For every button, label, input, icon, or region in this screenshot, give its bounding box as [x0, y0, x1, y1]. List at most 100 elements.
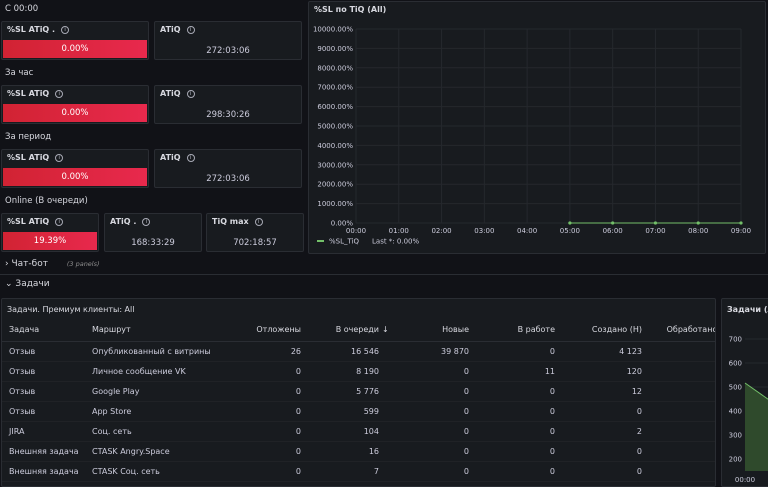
- column-header-processed[interactable]: Обработано (: [647, 319, 715, 342]
- postponed-cell: 26: [232, 341, 306, 362]
- route-cell: Личное сообщение VK: [85, 361, 232, 382]
- processed-cell: [647, 401, 715, 422]
- route-cell: CTASK Соц. сеть: [85, 461, 232, 482]
- processed-cell: [647, 341, 715, 362]
- table-row[interactable]: JIRA Соц. сеть 0 104 0 0 2: [2, 421, 715, 442]
- atiq-title: ATiQ: [160, 89, 181, 98]
- chatbot-row-title: Чат-бот: [11, 259, 48, 269]
- sl-panel-period[interactable]: %SL ATiQ i 0.00%: [1, 149, 149, 188]
- chatbot-panel-count: (3 panels): [66, 260, 100, 268]
- section-title-hour: За час: [5, 68, 34, 78]
- new-cell: 0: [390, 401, 474, 422]
- x-tick-label: 03:00: [474, 227, 494, 235]
- x-tick-label: 07:00: [645, 227, 665, 235]
- sl-value: 0.00%: [3, 104, 147, 122]
- y-tick-label: 400: [729, 408, 742, 416]
- y-tick-label: 300: [729, 432, 742, 440]
- atiq-value: 168:33:29: [131, 238, 175, 248]
- created-cell: 2: [560, 421, 647, 442]
- sl-tiq-chart-panel[interactable]: %SL по TiQ (All) 0.00% 1000.00% 2000.00% 30…: [308, 1, 766, 254]
- y-tick-label: 700: [729, 336, 742, 344]
- chevron-down-icon: ⌄: [5, 279, 13, 289]
- info-icon[interactable]: i: [55, 153, 64, 162]
- task-cell: Внешняя задача: [2, 441, 85, 462]
- column-header-queued-label: В очереди: [335, 325, 379, 335]
- tasks-chart-panel[interactable]: Задачи (All) 700 600 500 400 300 200 00:00: [721, 298, 768, 487]
- sl-panel-hour[interactable]: %SL ATiQ i 0.00%: [1, 85, 149, 124]
- info-icon[interactable]: i: [142, 217, 151, 226]
- sl-title: %SL ATiQ: [7, 217, 50, 226]
- created-cell: 0: [560, 401, 647, 422]
- tasks-table-panel[interactable]: Задачи. Премиум клиенты: All Задача Марш…: [1, 298, 716, 487]
- postponed-cell: 0: [232, 421, 306, 442]
- column-header-created[interactable]: Создано (Н): [560, 319, 647, 342]
- processed-cell: [647, 461, 715, 482]
- column-header-postponed[interactable]: Отложены: [232, 319, 306, 342]
- sl-value: 0.00%: [3, 40, 147, 58]
- created-cell: 0: [560, 461, 647, 482]
- column-header-queued[interactable]: В очереди ↓: [306, 319, 390, 342]
- atiq-title: ATiQ: [160, 25, 181, 34]
- column-header-route[interactable]: Маршрут: [85, 319, 232, 342]
- processed-cell: [647, 421, 715, 442]
- sl-panel-online[interactable]: %SL ATiQ i 19.39%: [1, 213, 99, 252]
- sl-panel-today[interactable]: %SL ATiQ . i 0.00%: [1, 21, 149, 60]
- x-tick-label: 05:00: [560, 227, 580, 235]
- processed-cell: [647, 361, 715, 382]
- atiq-panel-hour[interactable]: ATiQ i 298:30:26: [154, 85, 302, 124]
- table-row[interactable]: Отзыв Опубликованный с витрины 26 16 546 39 …: [2, 341, 715, 362]
- tasks-row-title: Задачи: [15, 279, 50, 289]
- info-icon[interactable]: i: [186, 89, 195, 98]
- y-tick-label: 500: [729, 384, 742, 392]
- tasks-table: Задача Маршрут Отложены В очереди ↓ Новые…: [2, 319, 715, 482]
- y-tick-label: 200: [729, 456, 742, 464]
- table-row[interactable]: Отзыв App Store 0 599 0 0 0: [2, 401, 715, 422]
- tasks-row-toggle[interactable]: ⌄ Задачи: [5, 279, 50, 289]
- atiq-panel-period[interactable]: ATiQ i 272:03:06: [154, 149, 302, 188]
- info-icon[interactable]: i: [186, 153, 195, 162]
- info-icon[interactable]: i: [61, 25, 70, 34]
- queued-cell: 7: [306, 461, 390, 482]
- new-cell: 0: [390, 441, 474, 462]
- new-cell: 0: [390, 461, 474, 482]
- table-row[interactable]: Отзыв Личное сообщение VK 0 8 190 0 11 120: [2, 361, 715, 382]
- task-cell: Отзыв: [2, 361, 85, 382]
- atiq-title: ATiQ: [160, 153, 181, 162]
- task-cell: JIRA: [2, 421, 85, 442]
- column-header-in-progress[interactable]: В работе: [474, 319, 560, 342]
- queued-cell: 16 546: [306, 341, 390, 362]
- legend-last-value: Last *: 0.00%: [372, 238, 419, 246]
- atiq-panel-today[interactable]: ATiQ i 272:03:06: [154, 21, 302, 60]
- x-tick-label: 00:00: [346, 227, 366, 235]
- atiq-value: 298:30:26: [206, 110, 250, 120]
- created-cell: 120: [560, 361, 647, 382]
- new-cell: 0: [390, 381, 474, 402]
- x-tick-label: 01:00: [389, 227, 409, 235]
- info-icon[interactable]: i: [55, 217, 64, 226]
- created-cell: 12: [560, 381, 647, 402]
- table-row[interactable]: Внешняя задача CTASK Соц. сеть 0 7 0 0 0: [2, 461, 715, 482]
- data-point: [739, 221, 743, 225]
- sl-title: %SL ATiQ .: [7, 25, 56, 34]
- table-row[interactable]: Внешняя задача CTASK Angry.Space 0 16 0 0 0: [2, 441, 715, 462]
- x-tick-label: 02:00: [431, 227, 451, 235]
- chatbot-row-toggle[interactable]: › Чат-бот (3 panels): [5, 259, 100, 269]
- in-progress-cell: 11: [474, 361, 560, 382]
- y-tick-label: 0.00%: [331, 220, 354, 228]
- column-header-new[interactable]: Новые: [390, 319, 474, 342]
- legend-swatch: [317, 240, 324, 242]
- table-row[interactable]: Отзыв Google Play 0 5 776 0 0 12: [2, 381, 715, 402]
- sl-title: %SL ATiQ: [7, 153, 50, 162]
- new-cell: 0: [390, 421, 474, 442]
- info-icon[interactable]: i: [186, 25, 195, 34]
- processed-cell: [647, 441, 715, 462]
- atiq-panel-online[interactable]: ATiQ . i 168:33:29: [104, 213, 202, 252]
- tiq-max-panel-online[interactable]: TiQ max i 702:18:57: [206, 213, 304, 252]
- tiq-max-value: 702:18:57: [233, 238, 277, 248]
- y-tick-label: 1000.00%: [317, 200, 353, 208]
- info-icon[interactable]: i: [254, 217, 263, 226]
- info-icon[interactable]: i: [55, 89, 64, 98]
- column-header-task[interactable]: Задача: [2, 319, 85, 342]
- section-title-period: За период: [5, 132, 52, 142]
- data-point: [653, 221, 658, 225]
